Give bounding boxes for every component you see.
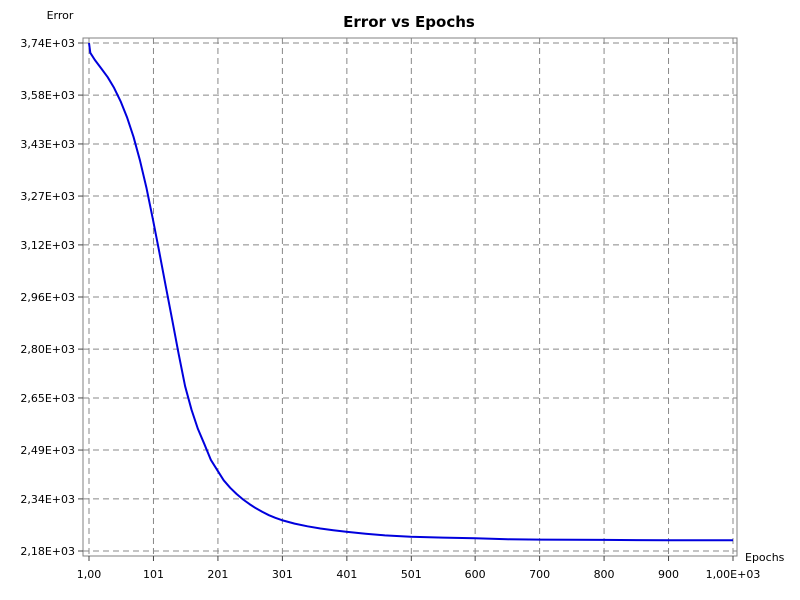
x-tick-label: 1,00: [77, 568, 102, 581]
y-tick-label: 2,34E+03: [20, 493, 75, 506]
x-tick-label: 1,00E+03: [706, 568, 761, 581]
y-tick-label: 2,49E+03: [20, 444, 75, 457]
x-tick-label: 600: [465, 568, 486, 581]
y-tick-label: 2,96E+03: [20, 291, 75, 304]
y-tick-label: 2,18E+03: [20, 545, 75, 558]
series-layer: [88, 42, 733, 542]
chart-title: Error vs Epochs: [343, 13, 475, 31]
y-tick-label: 3,74E+03: [20, 37, 75, 50]
x-axis-label: Epochs: [745, 551, 785, 564]
y-tick-label: 3,27E+03: [20, 190, 75, 203]
x-tick-label: 800: [594, 568, 615, 581]
series-line-0: [88, 42, 733, 542]
x-tick-label: 900: [658, 568, 679, 581]
y-axis-label: Error: [47, 9, 74, 22]
x-tick-label: 700: [529, 568, 550, 581]
y-tick-label: 2,65E+03: [20, 392, 75, 405]
x-tick-label: 101: [143, 568, 164, 581]
x-tick-label: 301: [272, 568, 293, 581]
axis-ticks: 1,00 101 201 301 401 501 600 700 800 900 1,00E+03 2…: [20, 37, 760, 581]
x-tick-label: 501: [401, 568, 422, 581]
grid: [83, 38, 737, 556]
y-tick-label: 3,58E+03: [20, 89, 75, 102]
y-tick-label: 3,43E+03: [20, 138, 75, 151]
x-tick-label: 201: [207, 568, 228, 581]
x-tick-label: 401: [336, 568, 357, 581]
y-tick-label: 3,12E+03: [20, 239, 75, 252]
y-tick-label: 2,80E+03: [20, 343, 75, 356]
